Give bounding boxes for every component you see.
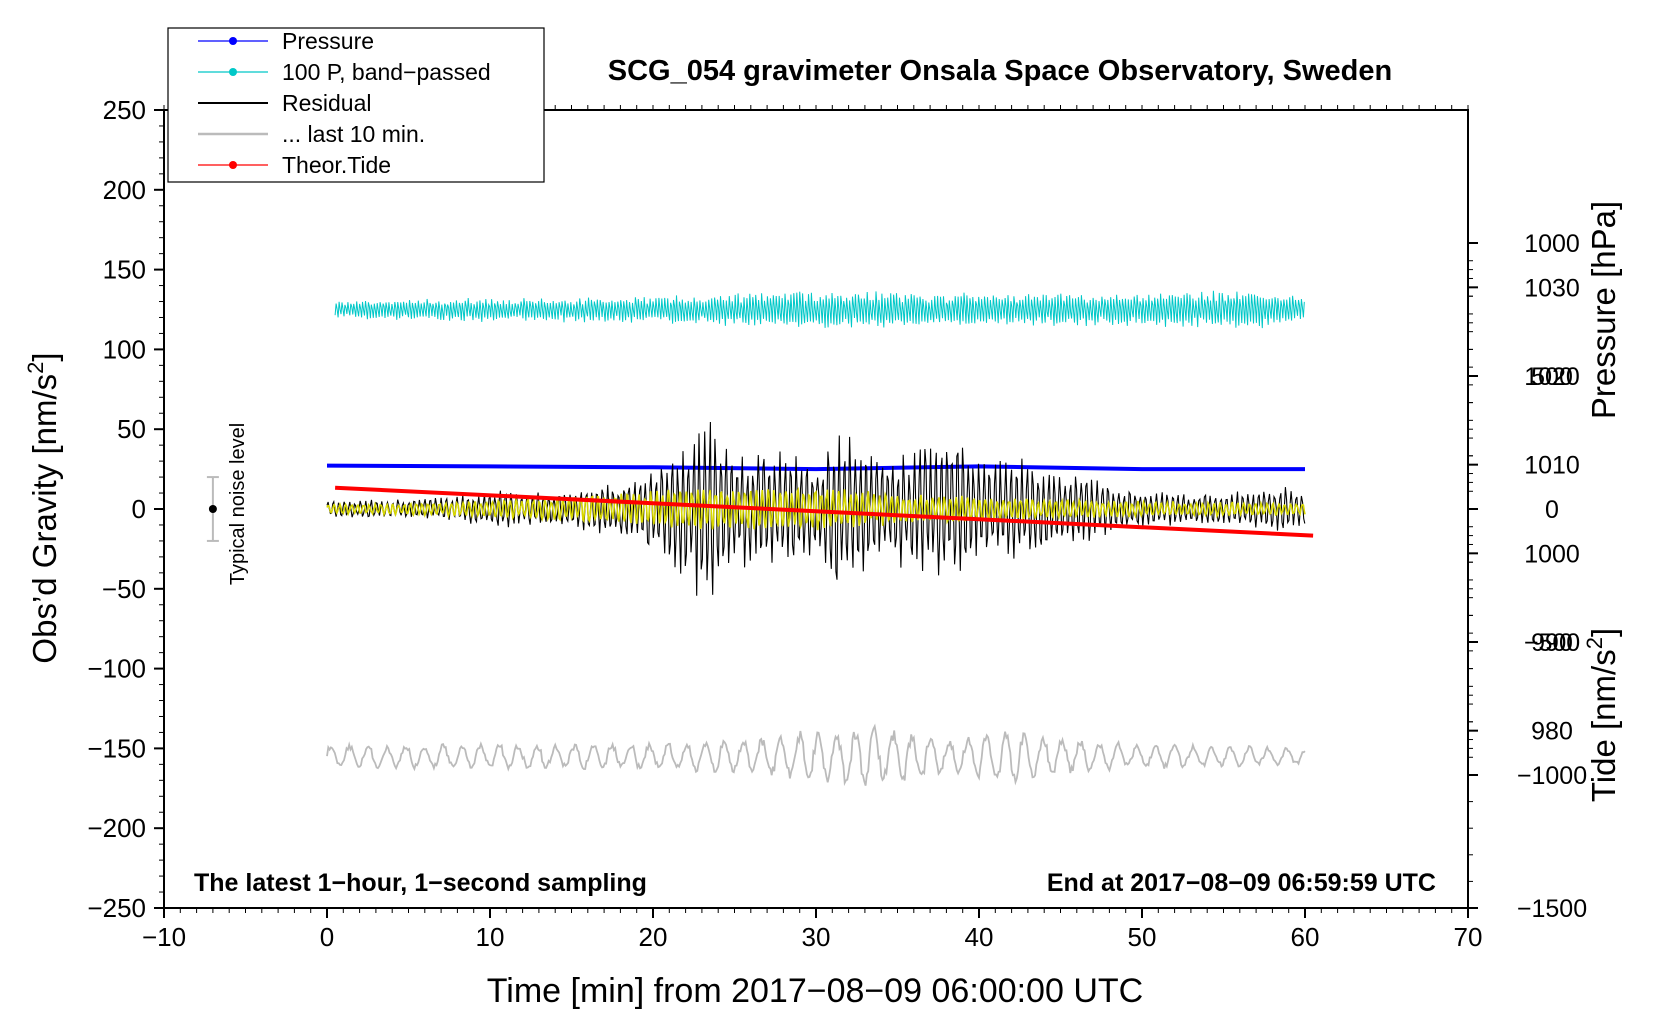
x-tick-label: 60 <box>1291 922 1320 952</box>
y-tick-label: 250 <box>103 95 146 125</box>
tide-tick-label: 0 <box>1545 496 1559 524</box>
legend-label: Pressure <box>282 28 374 54</box>
x-axis-label: Time [min] from 2017−08−09 06:00:00 UTC <box>487 972 1143 1010</box>
noise-bar-dot <box>208 505 217 513</box>
noise-label: Typical noise level <box>227 423 249 585</box>
footer-sampling-note: The latest 1−hour, 1−second sampling <box>194 869 647 897</box>
y-tick-label: −250 <box>87 893 146 923</box>
y-tick-label: −150 <box>87 733 146 763</box>
tide-tick-label: −1000 <box>1517 762 1587 790</box>
legend-label: 100 P, band−passed <box>282 59 491 85</box>
x-tick-label: −10 <box>142 922 186 952</box>
y-tick-label: −50 <box>102 574 146 604</box>
legend-marker <box>229 68 237 76</box>
x-tick-label: 10 <box>476 922 505 952</box>
legend-label: Residual <box>282 90 372 116</box>
legend: Pressure 100 P, band−passed Residual ... la… <box>167 27 545 183</box>
y-axis-label-gravity: Obs’d Gravity [nm/s2] <box>23 352 63 663</box>
legend-marker <box>229 161 237 169</box>
y-tick-label: 200 <box>103 175 146 205</box>
x-tick-label: 30 <box>802 922 831 952</box>
y-axis-label-tide: Tide [nm/s2] <box>1582 628 1622 802</box>
theoretical-tide-line <box>335 485 1314 538</box>
y-tick-label: 0 <box>132 494 146 524</box>
noise-indicator: Typical noise level <box>206 423 249 585</box>
y-tick-label: 100 <box>103 334 146 364</box>
last-10-min-line <box>326 723 1306 787</box>
pressure-tick-label: 1020 <box>1524 363 1580 391</box>
y-axis-label-tide-main: Tide [nm/s <box>1585 649 1622 802</box>
chart-title: SCG_054 gravimeter Onsala Space Observat… <box>608 55 1392 87</box>
pressure-line <box>326 463 1305 472</box>
x-tick-label: 20 <box>639 922 668 952</box>
tide-tick-label: 1000 <box>1524 230 1580 258</box>
y-axis-label-tide-end: ] <box>1585 628 1622 637</box>
legend-marker <box>229 37 237 45</box>
pressure-tick-label: 1010 <box>1524 452 1580 480</box>
y-axis-label-gravity-main: Obs’d Gravity [nm/s <box>26 374 63 664</box>
y-axis-label-pressure: Pressure [hPa] <box>1585 201 1622 419</box>
legend-box <box>167 27 545 183</box>
x-tick-label: 70 <box>1454 922 1483 952</box>
residual-filtered-line <box>326 486 1306 531</box>
y-tick-label: −200 <box>87 813 146 843</box>
footer-end-time: End at 2017−08−09 06:59:59 UTC <box>1047 869 1436 897</box>
tide-tick-label: −500 <box>1524 629 1580 657</box>
x-tick-label: 50 <box>1128 922 1157 952</box>
axis-ticks: −10 0 10 20 30 40 50 60 70−250−200−150−100−50050… <box>87 95 1587 952</box>
legend-label: Theor.Tide <box>282 152 391 178</box>
tide-tick-label: −1500 <box>1517 895 1587 923</box>
y-tick-label: 50 <box>117 414 146 444</box>
data-series <box>326 290 1314 787</box>
pressure-tick-label: 990 <box>1531 629 1573 657</box>
y-axis-label-tide-sup: 2 <box>1582 637 1607 649</box>
pressure-tick-label: 1000 <box>1524 540 1580 568</box>
band-passed-pressure-line <box>334 290 1305 329</box>
y-tick-label: 150 <box>103 255 146 285</box>
x-tick-label: 0 <box>320 922 334 952</box>
tide-tick-label: 500 <box>1531 363 1573 391</box>
y-tick-label: −100 <box>87 654 146 684</box>
legend-label: ... last 10 min. <box>282 121 425 147</box>
x-tick-label: 40 <box>965 922 994 952</box>
pressure-tick-label: 1030 <box>1524 274 1580 302</box>
y-axis-label-gravity-sup: 2 <box>23 362 48 374</box>
y-axis-label-gravity-end: ] <box>26 352 63 361</box>
pressure-tick-label: 980 <box>1531 718 1573 746</box>
